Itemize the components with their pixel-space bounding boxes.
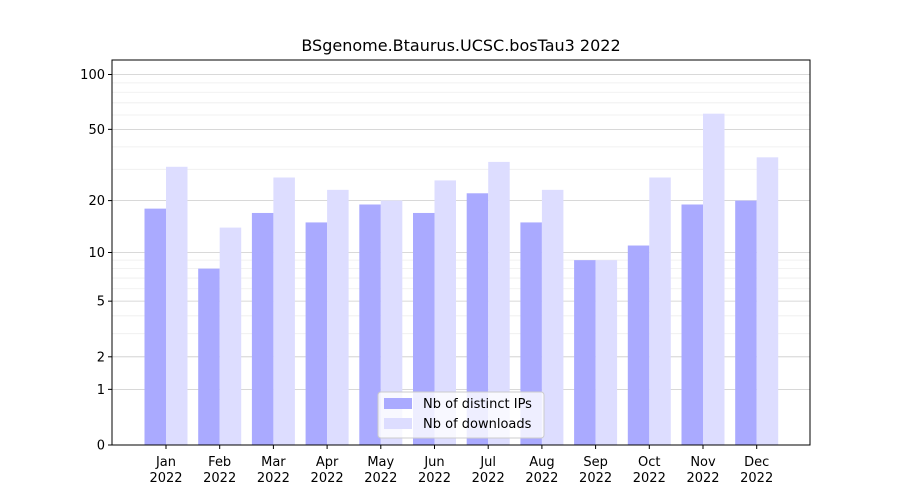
x-tick-label-year: 2022 [257, 471, 290, 486]
legend-swatch [384, 418, 412, 429]
x-tick-label-month: Dec [744, 455, 769, 470]
bar [359, 204, 381, 445]
legend-label: Nb of distinct IPs [423, 397, 532, 412]
x-tick-label-year: 2022 [149, 471, 182, 486]
legend-box [377, 391, 545, 439]
bar [466, 193, 489, 445]
bars [144, 113, 779, 446]
x-tick-label-year: 2022 [418, 471, 451, 486]
x-tick-label-month: Jan [155, 455, 176, 470]
bar [649, 177, 671, 445]
y-tick-label: 20 [88, 194, 105, 209]
x-tick-label-year: 2022 [633, 471, 666, 486]
x-tick-label-month: Jul [479, 455, 496, 470]
x-tick-label-year: 2022 [364, 471, 397, 486]
bar [327, 189, 349, 445]
bar [681, 204, 703, 445]
x-tick-label-year: 2022 [311, 471, 344, 486]
y-tick-label: 10 [88, 246, 105, 261]
x-tick-label-year: 2022 [686, 471, 719, 486]
legend-swatch [384, 398, 412, 409]
x-tick-label-year: 2022 [579, 471, 612, 486]
x-tick-label-year: 2022 [203, 471, 236, 486]
bar [198, 268, 220, 445]
y-axis: 0 1 2 5 10 20 50 100 [80, 68, 112, 454]
y-tick-label: 5 [97, 295, 105, 310]
bar [488, 161, 510, 445]
x-tick-label-month: Apr [316, 455, 339, 470]
bar [413, 212, 435, 445]
x-tick-label-month: Sep [583, 455, 608, 470]
chart-title: BSgenome.Btaurus.UCSC.bosTau3 2022 [301, 36, 620, 55]
bar [219, 227, 242, 445]
y-tick-label: 1 [97, 383, 105, 398]
x-tick-label-year: 2022 [525, 471, 558, 486]
x-tick-label-month: May [367, 455, 394, 470]
bar [305, 222, 328, 445]
bar [541, 189, 564, 445]
bar [144, 208, 166, 445]
y-tick-label: 100 [80, 68, 105, 83]
y-tick-label: 50 [88, 123, 105, 138]
bar [627, 245, 650, 445]
x-tick-label-month: Feb [208, 455, 231, 470]
x-tick-label-month: Mar [261, 455, 286, 470]
x-tick-label-year: 2022 [740, 471, 773, 486]
x-tick-label-month: Oct [638, 455, 660, 470]
bar [166, 166, 188, 446]
bar [756, 157, 779, 445]
y-tick-label: 2 [97, 350, 105, 365]
legend: Nb of distinct IPs Nb of downloads [377, 391, 545, 439]
x-tick-label-month: Aug [529, 455, 554, 470]
x-tick-label-month: Nov [690, 455, 716, 470]
bar [595, 260, 618, 445]
bar [703, 113, 725, 446]
bar [251, 212, 274, 445]
y-tick-label: 0 [97, 439, 105, 454]
bar [380, 200, 403, 445]
x-tick-label-year: 2022 [472, 471, 505, 486]
bar [574, 260, 596, 445]
bar [735, 200, 757, 445]
bar [273, 177, 295, 445]
bar [520, 222, 542, 445]
x-tick-label-month: Jun [423, 455, 444, 470]
x-axis: Jan2022Feb2022Mar2022Apr2022May2022Jun20… [149, 445, 773, 486]
bar [434, 180, 456, 446]
legend-label: Nb of downloads [423, 417, 532, 432]
